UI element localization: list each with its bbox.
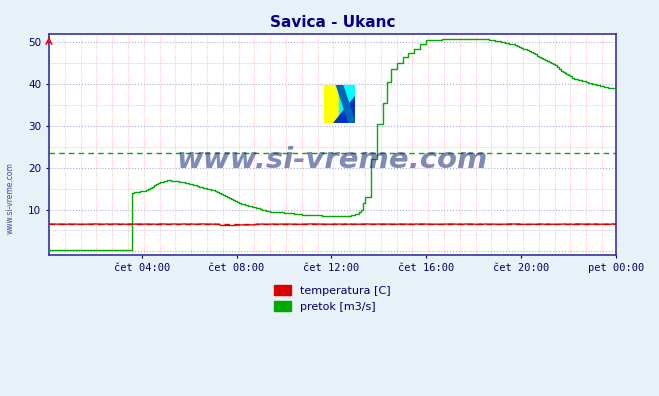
Title: Savica - Ukanc: Savica - Ukanc (270, 15, 395, 30)
Text: www.si-vreme.com: www.si-vreme.com (5, 162, 14, 234)
Legend: temperatura [C], pretok [m3/s]: temperatura [C], pretok [m3/s] (270, 280, 395, 316)
Text: www.si-vreme.com: www.si-vreme.com (177, 146, 488, 174)
